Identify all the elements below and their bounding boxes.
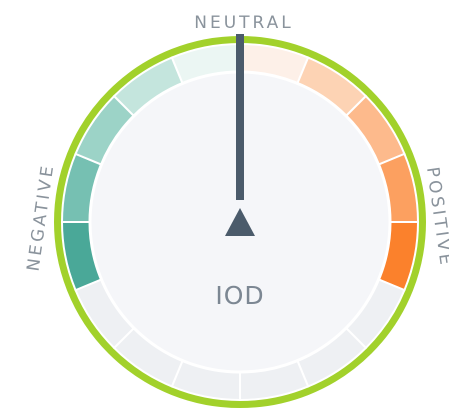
center-label: IOD [215, 281, 264, 310]
left-label: NEGATIVE [24, 162, 59, 272]
needle [236, 34, 244, 200]
right-label: POSITIVE [422, 166, 449, 269]
needle-pivot [225, 208, 255, 236]
top-label: NEUTRAL [194, 13, 294, 33]
gauge-segments [60, 42, 420, 402]
